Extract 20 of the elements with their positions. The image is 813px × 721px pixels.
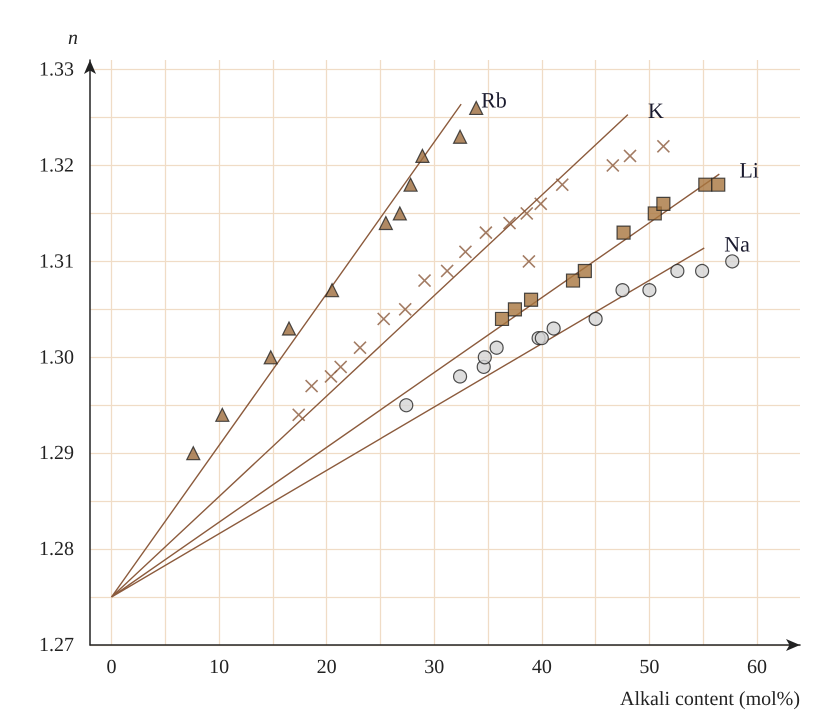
x-tick-label: 0	[106, 656, 117, 678]
y-tick-label: 1.28	[39, 538, 74, 560]
series-label: Li	[739, 158, 759, 183]
y-axis-title: n	[68, 27, 78, 49]
y-tick-label: 1.27	[39, 634, 74, 656]
y-tick-label: 1.29	[39, 442, 74, 464]
x-tick-label: 40	[532, 656, 552, 678]
series-label: K	[648, 98, 664, 124]
x-tick-label: 10	[209, 656, 230, 678]
x-tick-label: 20	[316, 656, 337, 678]
y-tick-label: 1.30	[39, 346, 74, 368]
y-tick-label: 1.31	[39, 250, 74, 272]
y-tick-label: 1.33	[39, 58, 74, 81]
series-label: Na	[724, 231, 750, 256]
y-tick-label: 1.32	[39, 154, 74, 176]
x-tick-label: 30	[424, 656, 444, 678]
x-tick-label: 60	[746, 656, 767, 678]
x-axis-title: Alkali content (mol%)	[620, 688, 800, 710]
series-label: Rb	[481, 88, 507, 113]
x-tick-label: 50	[639, 656, 660, 678]
